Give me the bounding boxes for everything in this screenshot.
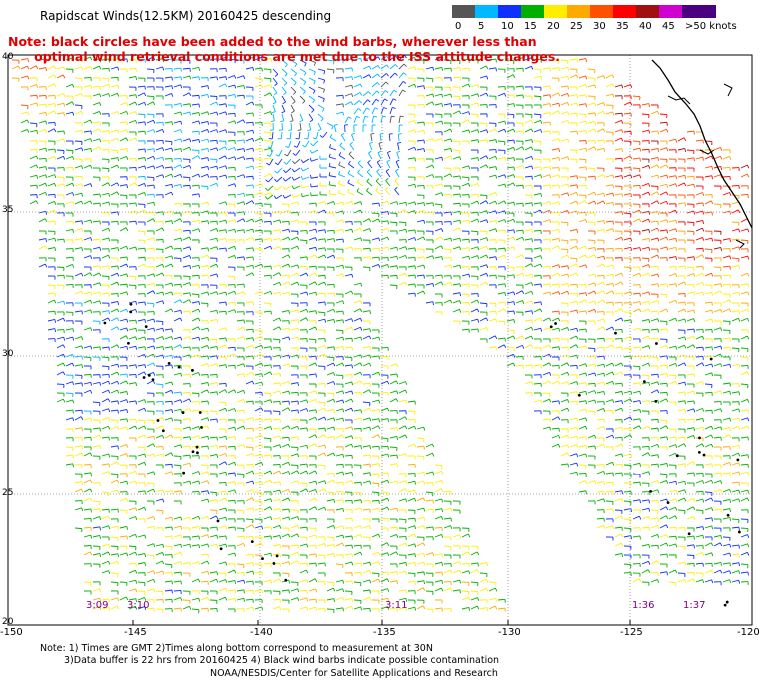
colorbar-label: 0 bbox=[455, 21, 462, 32]
colorbar-swatch-5 bbox=[475, 5, 498, 18]
colorbar-label: 45 bbox=[662, 21, 675, 32]
lon-label-125: -125 bbox=[620, 627, 643, 638]
coastline bbox=[651, 59, 753, 249]
lat-label-30: 30 bbox=[2, 349, 14, 359]
pass-time-label: 3:10 bbox=[127, 600, 150, 611]
pass-time-label: 3:11 bbox=[385, 600, 408, 611]
colorbar-label: 25 bbox=[570, 21, 583, 32]
footer-note-2: 3)Data buffer is 22 hrs from 20160425 4)… bbox=[64, 655, 500, 666]
lon-label-140: -140 bbox=[250, 627, 273, 638]
colorbar-swatch-15 bbox=[521, 5, 544, 18]
note-line-2: optimal wind retrieval conditions are me… bbox=[8, 49, 561, 64]
colorbar-label: 20 bbox=[547, 21, 560, 32]
colorbar-swatch-25 bbox=[567, 5, 590, 18]
colorbar-label: 10 bbox=[501, 21, 514, 32]
colorbar-label: >50 knots bbox=[685, 21, 737, 32]
lon-label-120: -120 bbox=[737, 627, 760, 638]
pass-time-label: 1:36 bbox=[632, 600, 655, 611]
wind-barbs bbox=[11, 55, 750, 614]
footer-credit: NOAA/NESDIS/Center for Satellite Applica… bbox=[210, 668, 498, 679]
lon-label-150: -150 bbox=[0, 627, 23, 638]
pass-time-label: 1:37 bbox=[683, 600, 706, 611]
lon-label-135: -135 bbox=[373, 627, 396, 638]
colorbar-label: 40 bbox=[639, 21, 652, 32]
colorbar-label: 15 bbox=[524, 21, 537, 32]
colorbar-label: 5 bbox=[478, 21, 485, 32]
lat-label-25: 25 bbox=[2, 488, 14, 498]
lon-label-130: -130 bbox=[498, 627, 521, 638]
pass-time-label: 3:09 bbox=[86, 600, 109, 611]
lat-lon-grid bbox=[7, 54, 753, 626]
colorbar-swatch-20 bbox=[544, 5, 567, 18]
footer-note-1: Note: 1) Times are GMT 2)Times along bot… bbox=[40, 643, 433, 654]
colorbar-label: 30 bbox=[593, 21, 606, 32]
map-title: Rapidscat Winds(12.5KM) 20160425 descend… bbox=[40, 9, 332, 23]
colorbar-swatch-50 bbox=[682, 5, 716, 18]
lat-label-20: 20 bbox=[2, 617, 14, 627]
colorbar-swatch-45 bbox=[659, 5, 682, 18]
colorbar-label: 35 bbox=[616, 21, 629, 32]
colorbar-swatch-0 bbox=[452, 5, 475, 18]
lat-label-35: 35 bbox=[2, 205, 14, 215]
colorbar-swatch-35 bbox=[613, 5, 636, 18]
colorbar-swatch-30 bbox=[590, 5, 613, 18]
lon-label-145: -145 bbox=[124, 627, 147, 638]
iss-attitude-note: Note: black circles have been added to t… bbox=[8, 34, 560, 64]
colorbar-swatch-40 bbox=[636, 5, 659, 18]
note-line-1: Note: black circles have been added to t… bbox=[8, 34, 537, 49]
colorbar-swatch-10 bbox=[498, 5, 521, 18]
lat-label-40: 40 bbox=[2, 52, 14, 62]
